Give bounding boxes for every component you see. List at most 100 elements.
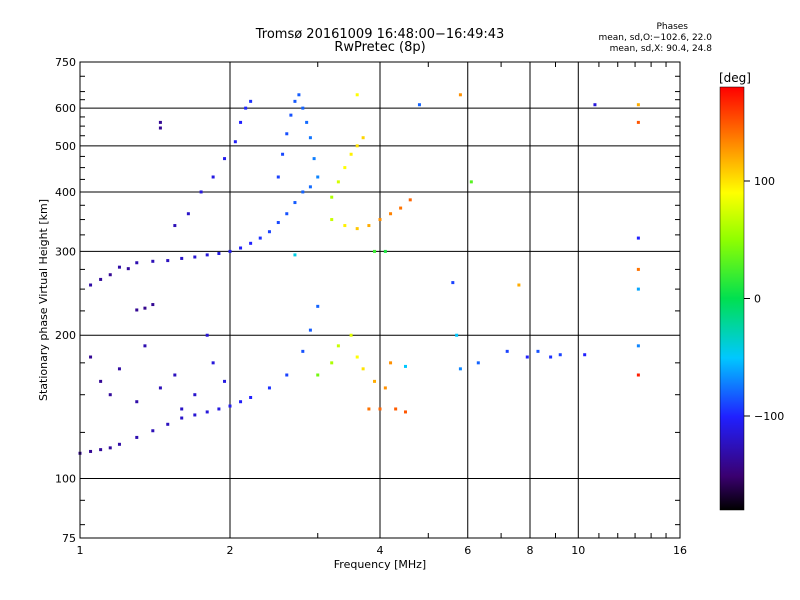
data-point: [458, 93, 462, 97]
data-point: [193, 255, 197, 259]
data-point: [301, 190, 305, 194]
y-tick-label: 100: [55, 473, 76, 486]
data-point: [126, 267, 130, 271]
data-point: [330, 195, 334, 199]
data-point: [636, 267, 640, 271]
data-point: [166, 422, 170, 426]
data-point: [403, 364, 407, 368]
x-tick-label: 2: [227, 544, 234, 557]
data-point: [505, 349, 509, 353]
data-point: [316, 175, 320, 179]
data-point: [636, 373, 640, 377]
x-tick-label: 4: [377, 544, 384, 557]
data-point: [239, 400, 243, 404]
data-point: [308, 328, 312, 332]
y-tick-label: 200: [55, 329, 76, 342]
data-point: [151, 303, 155, 307]
data-point: [367, 407, 371, 411]
data-point: [525, 355, 529, 359]
data-point: [289, 113, 293, 117]
data-point: [361, 367, 365, 371]
axis-layer: 1 2 4 6 8 10 16 75 100 200 300 400 500 600 750: [55, 56, 687, 557]
colorbar-axis: 100 0 −100: [744, 175, 784, 423]
data-point: [373, 379, 377, 383]
data-point: [301, 349, 305, 353]
data-point: [355, 227, 359, 231]
data-point: [228, 249, 232, 253]
data-point: [308, 185, 312, 189]
data-point: [343, 224, 347, 228]
data-point: [536, 349, 540, 353]
data-point: [249, 99, 253, 103]
data-point: [293, 253, 297, 257]
data-point: [558, 353, 562, 357]
data-point: [180, 416, 184, 420]
plot-frame: [79, 61, 681, 539]
data-point: [117, 442, 121, 446]
data-point: [593, 103, 597, 107]
data-point: [199, 190, 203, 194]
chart-subtitle: RwPretec (8p): [334, 40, 426, 55]
data-point: [223, 379, 227, 383]
grid-layer: [80, 62, 680, 538]
data-point: [233, 140, 237, 144]
data-point: [378, 407, 382, 411]
y-tick-label: 300: [55, 245, 76, 258]
data-point: [228, 404, 232, 408]
data-point: [330, 218, 334, 222]
data-point: [458, 367, 462, 371]
data-point: [249, 241, 253, 245]
y-tick-label: 500: [55, 140, 76, 153]
data-point: [135, 261, 139, 265]
data-point: [217, 251, 221, 255]
data-point: [316, 304, 320, 308]
colorbar: [719, 86, 745, 511]
data-point: [173, 224, 177, 228]
colorbar-tick-label: 0: [754, 293, 761, 306]
data-point: [451, 281, 455, 285]
y-axis-label: Stationary phase Virtual Height [km]: [37, 199, 50, 401]
data-point: [89, 283, 93, 287]
data-point: [267, 230, 271, 234]
data-point: [308, 136, 312, 140]
data-point: [135, 400, 139, 404]
data-point: [267, 386, 271, 390]
data-point: [239, 120, 243, 124]
points-layer: [78, 93, 640, 455]
colorbar-label: [deg]: [719, 71, 751, 85]
x-axis-label: Frequency [MHz]: [334, 558, 426, 571]
data-point: [205, 333, 209, 337]
data-point: [293, 201, 297, 205]
data-point: [636, 103, 640, 107]
data-point: [355, 355, 359, 359]
data-point: [99, 277, 103, 281]
data-point: [211, 361, 215, 365]
data-point: [336, 180, 340, 184]
data-point: [244, 106, 248, 110]
data-point: [143, 344, 147, 348]
data-point: [355, 93, 359, 97]
data-point: [186, 212, 190, 216]
data-point: [217, 407, 221, 411]
data-point: [469, 180, 473, 184]
data-point: [417, 103, 421, 107]
x-tick-label: 1: [77, 544, 84, 557]
phase-line-x: mean, sd,X: 90.4, 24.8: [609, 44, 712, 54]
data-point: [305, 120, 309, 124]
data-point: [173, 373, 177, 377]
data-point: [301, 106, 305, 110]
data-point: [389, 361, 393, 365]
data-point: [135, 308, 139, 312]
data-point: [636, 236, 640, 240]
colorbar-tick-label: −100: [754, 410, 784, 423]
data-point: [408, 198, 412, 202]
colorbar-tick-label: 100: [754, 175, 775, 188]
data-point: [399, 206, 403, 210]
data-point: [166, 259, 170, 263]
chart-title: Tromsø 20161009 16:48:00−16:49:43: [255, 27, 505, 42]
x-tick-label: 8: [527, 544, 534, 557]
data-point: [151, 429, 155, 433]
x-tick-label: 16: [673, 544, 687, 557]
